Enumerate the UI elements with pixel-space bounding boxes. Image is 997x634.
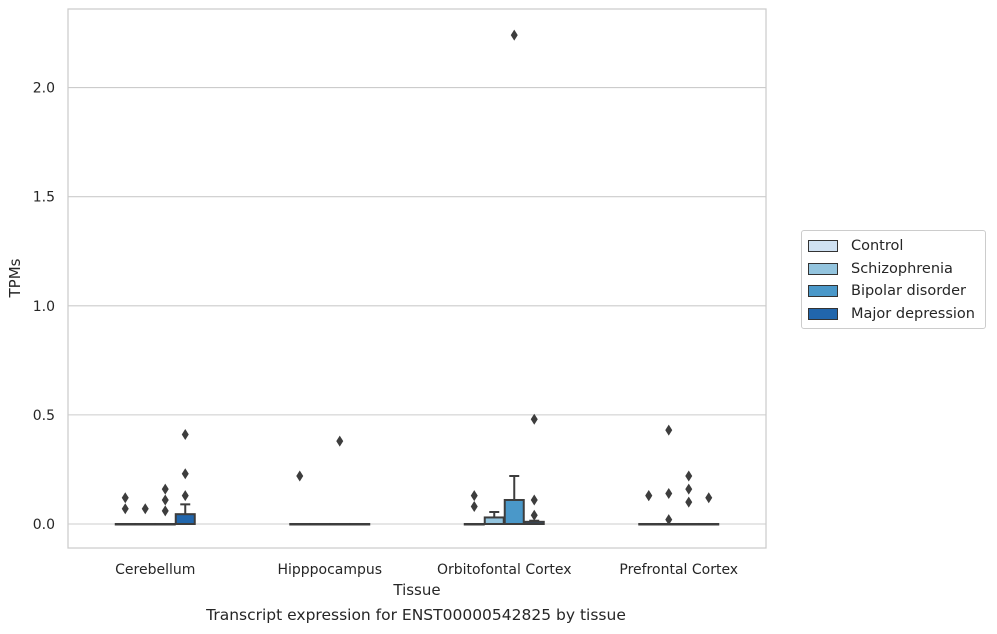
legend-item: Major depression	[808, 303, 985, 326]
outlier-point	[181, 490, 189, 502]
plot-area-frame	[67, 8, 767, 549]
y-tick-label: 0.5	[33, 408, 55, 424]
box-bipolar-disorder	[503, 474, 525, 525]
outlier-point	[665, 514, 673, 526]
y-tick-label: 1.5	[33, 190, 55, 206]
x-axis-title: Tissue	[392, 581, 440, 599]
legend-label: Bipolar disorder	[851, 283, 966, 300]
x-tick-label: Orbitofontal Cortex	[437, 562, 572, 578]
outlier-point	[161, 505, 169, 517]
outlier-point	[470, 490, 478, 502]
outlier-point	[530, 413, 538, 425]
outlier-point	[161, 494, 169, 506]
y-tick-labels: 0.0 0.5 1.0 1.5 2.0	[33, 81, 55, 533]
y-axis-title: TPMs	[6, 258, 24, 298]
x-tick-label: Hipppocampus	[277, 562, 382, 578]
outlier-point	[161, 483, 169, 495]
outlier-point	[181, 429, 189, 441]
chart-caption: Transcript expression for ENST0000054282…	[206, 606, 626, 624]
box-major-depression	[349, 522, 371, 526]
outlier-point	[665, 424, 673, 436]
legend-item: Control	[808, 235, 985, 258]
legend-label: Schizophrenia	[851, 260, 953, 277]
outlier-point	[510, 29, 518, 41]
box-major-depression	[174, 503, 196, 525]
box-schizophrenia	[134, 522, 156, 526]
box-bipolar-disorder	[154, 522, 176, 526]
outlier-point	[121, 503, 129, 515]
outlier-point	[530, 494, 538, 506]
box-schizophrenia	[309, 522, 331, 526]
outlier-points	[121, 29, 713, 526]
box-series	[114, 474, 720, 526]
outlier-point	[685, 496, 693, 508]
legend-swatch	[808, 262, 838, 275]
legend-swatch	[808, 307, 838, 320]
outlier-point	[685, 470, 693, 482]
legend-swatch	[808, 285, 838, 298]
outlier-point	[530, 509, 538, 521]
outlier-point	[121, 492, 129, 504]
outlier-point	[685, 483, 693, 495]
legend-item: Bipolar disorder	[808, 280, 985, 303]
box-major-depression	[698, 522, 720, 526]
x-tick-labels: Cerebellum Hipppocampus Orbitofontal Corte…	[115, 562, 738, 578]
box-bipolar-disorder	[678, 522, 700, 526]
x-tick-label: Cerebellum	[115, 562, 195, 578]
outlier-point	[296, 470, 304, 482]
box-control	[463, 522, 485, 526]
box-schizophrenia	[483, 510, 505, 525]
legend-label: Control	[851, 238, 904, 255]
legend-swatch	[808, 240, 838, 253]
outlier-point	[181, 468, 189, 480]
y-tick-label: 0.0	[33, 517, 55, 533]
legend-label: Major depression	[851, 305, 975, 322]
y-tick-label: 1.0	[33, 299, 55, 315]
gridlines	[68, 87, 766, 525]
x-tick-label: Prefrontal Cortex	[619, 562, 738, 578]
box-bipolar-disorder	[329, 522, 351, 526]
box-major-depression	[523, 519, 545, 525]
legend-item: Schizophrenia	[808, 258, 985, 281]
outlier-point	[470, 501, 478, 513]
box-body	[503, 498, 525, 525]
outlier-point	[336, 435, 344, 447]
outlier-point	[645, 490, 653, 502]
box-control	[114, 522, 136, 526]
outlier-point	[705, 492, 713, 504]
y-tick-label: 2.0	[33, 81, 55, 97]
box-body	[174, 513, 196, 525]
box-control	[289, 522, 311, 526]
box-control	[638, 522, 660, 526]
outlier-point	[665, 487, 673, 499]
outlier-point	[141, 503, 149, 515]
legend: Control Schizophrenia Bipolar disorder Majo…	[801, 230, 986, 329]
